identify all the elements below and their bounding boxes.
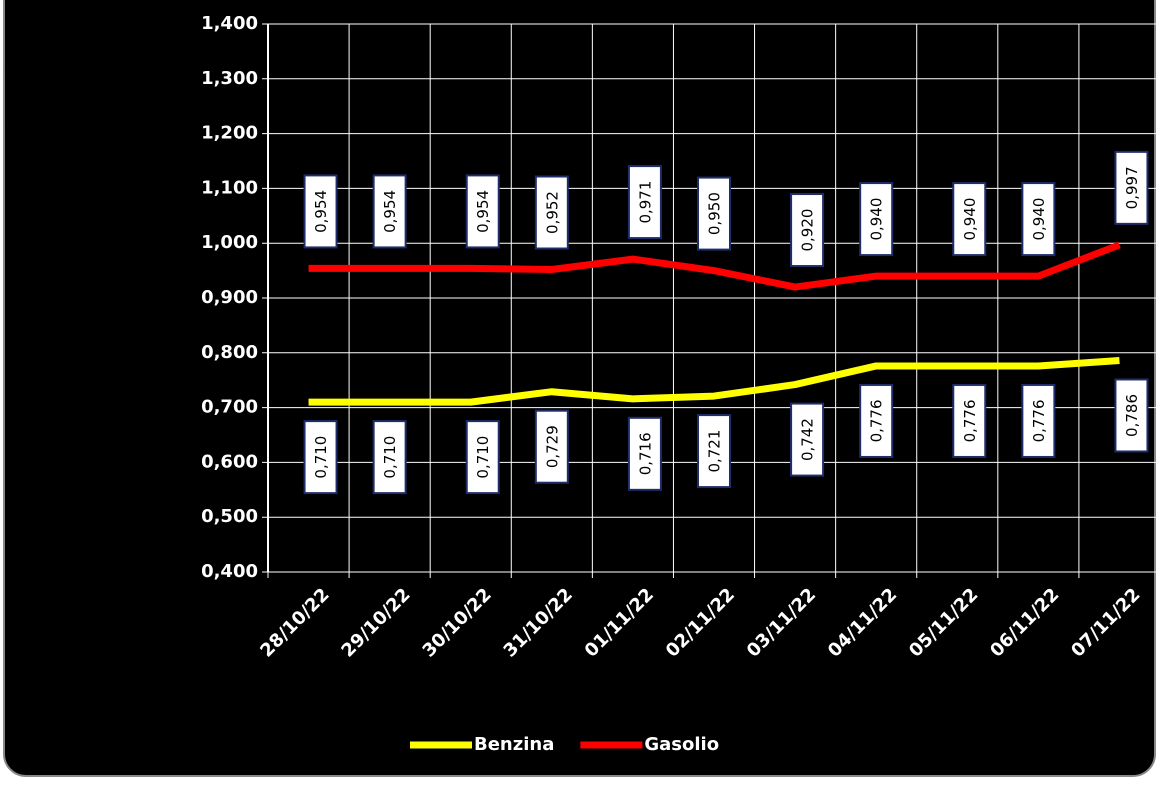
- data-label-text: 0,940: [1030, 198, 1048, 241]
- data-label-text: 0,776: [961, 399, 979, 442]
- data-label: 0,920: [790, 193, 825, 268]
- data-label-box: [697, 176, 731, 251]
- data-label-box: [859, 182, 894, 257]
- data-label-box: [372, 174, 407, 249]
- y-tick-label: 0,500: [201, 506, 258, 527]
- legend-label: Benzina: [474, 734, 554, 755]
- data-label-box: [1114, 150, 1149, 225]
- data-label: 0,776: [859, 383, 894, 458]
- data-label-box: [1114, 378, 1149, 453]
- data-label-text: 0,954: [474, 190, 492, 233]
- data-label: 0,940: [1021, 182, 1056, 257]
- data-label-box: [534, 175, 569, 250]
- series-line: [308, 356, 1120, 406]
- data-label-text: 0,971: [636, 181, 654, 224]
- data-label-box: [1021, 182, 1056, 257]
- data-label-box: [303, 420, 338, 495]
- data-label-text: 0,997: [1123, 166, 1141, 209]
- data-label-text: 0,786: [1123, 394, 1141, 437]
- data-label: 0,729: [534, 409, 569, 484]
- y-tick-label: 0,900: [201, 287, 258, 308]
- data-label: 0,952: [534, 175, 569, 250]
- data-label-text: 0,940: [868, 198, 886, 241]
- data-label-box: [465, 420, 500, 495]
- data-label-text: 0,710: [312, 436, 330, 479]
- data-label: 0,786: [1114, 378, 1149, 453]
- y-tick-label: 1,200: [201, 123, 258, 144]
- data-label-text: 0,952: [543, 191, 561, 234]
- data-label: 0,940: [952, 182, 987, 257]
- data-label-text: 0,721: [706, 430, 724, 473]
- data-label: 0,971: [627, 165, 662, 240]
- data-label-text: 0,710: [474, 436, 492, 479]
- data-label-box: [952, 383, 987, 458]
- y-tick-label: 0,800: [201, 342, 258, 363]
- data-label: 0,954: [303, 174, 338, 249]
- data-label-box: [859, 383, 894, 458]
- data-label-text: 0,776: [868, 399, 886, 442]
- data-label: 0,950: [697, 176, 731, 251]
- data-label: 0,954: [372, 174, 407, 249]
- data-label: 0,954: [465, 174, 500, 249]
- data-label-text: 0,742: [799, 418, 817, 461]
- data-label: 0,742: [790, 402, 825, 477]
- data-label: 0,710: [465, 420, 500, 495]
- data-label-box: [534, 409, 569, 484]
- data-label-box: [627, 416, 662, 491]
- data-label-text: 0,950: [706, 192, 724, 235]
- data-label: 0,997: [1114, 150, 1149, 225]
- y-tick-label: 1,300: [201, 68, 258, 89]
- data-label: 0,710: [372, 420, 407, 495]
- data-label-text: 0,729: [543, 425, 561, 468]
- legend-label: Gasolio: [644, 734, 719, 755]
- data-label-text: 0,776: [1030, 399, 1048, 442]
- data-label-box: [627, 165, 662, 240]
- y-tick-label: 1,400: [201, 13, 258, 34]
- data-label-text: 0,940: [961, 198, 979, 241]
- data-label-box: [790, 402, 825, 477]
- data-label: 0,721: [697, 414, 731, 489]
- data-label-box: [1021, 383, 1056, 458]
- data-label-box: [303, 174, 338, 249]
- data-label-text: 0,716: [636, 432, 654, 475]
- data-label: 0,710: [303, 420, 338, 495]
- y-tick-label: 0,400: [201, 561, 258, 582]
- y-tick-label: 1,100: [201, 177, 258, 198]
- y-tick-label: 0,600: [201, 451, 258, 472]
- series-line: [308, 241, 1121, 291]
- data-label-text: 0,954: [381, 190, 399, 233]
- data-label-box: [790, 193, 825, 268]
- data-label-box: [952, 182, 987, 257]
- data-label-text: 0,920: [799, 209, 817, 252]
- y-tick-label: 0,700: [201, 397, 258, 418]
- data-label-box: [372, 420, 407, 495]
- data-label-text: 0,710: [381, 436, 399, 479]
- data-label: 0,776: [952, 383, 987, 458]
- data-label-text: 0,954: [312, 190, 330, 233]
- data-label: 0,716: [627, 416, 662, 491]
- data-label-box: [697, 414, 731, 489]
- data-label: 0,776: [1021, 383, 1056, 458]
- y-tick-label: 1,000: [201, 232, 258, 253]
- data-label-box: [465, 174, 500, 249]
- data-label: 0,940: [859, 182, 894, 257]
